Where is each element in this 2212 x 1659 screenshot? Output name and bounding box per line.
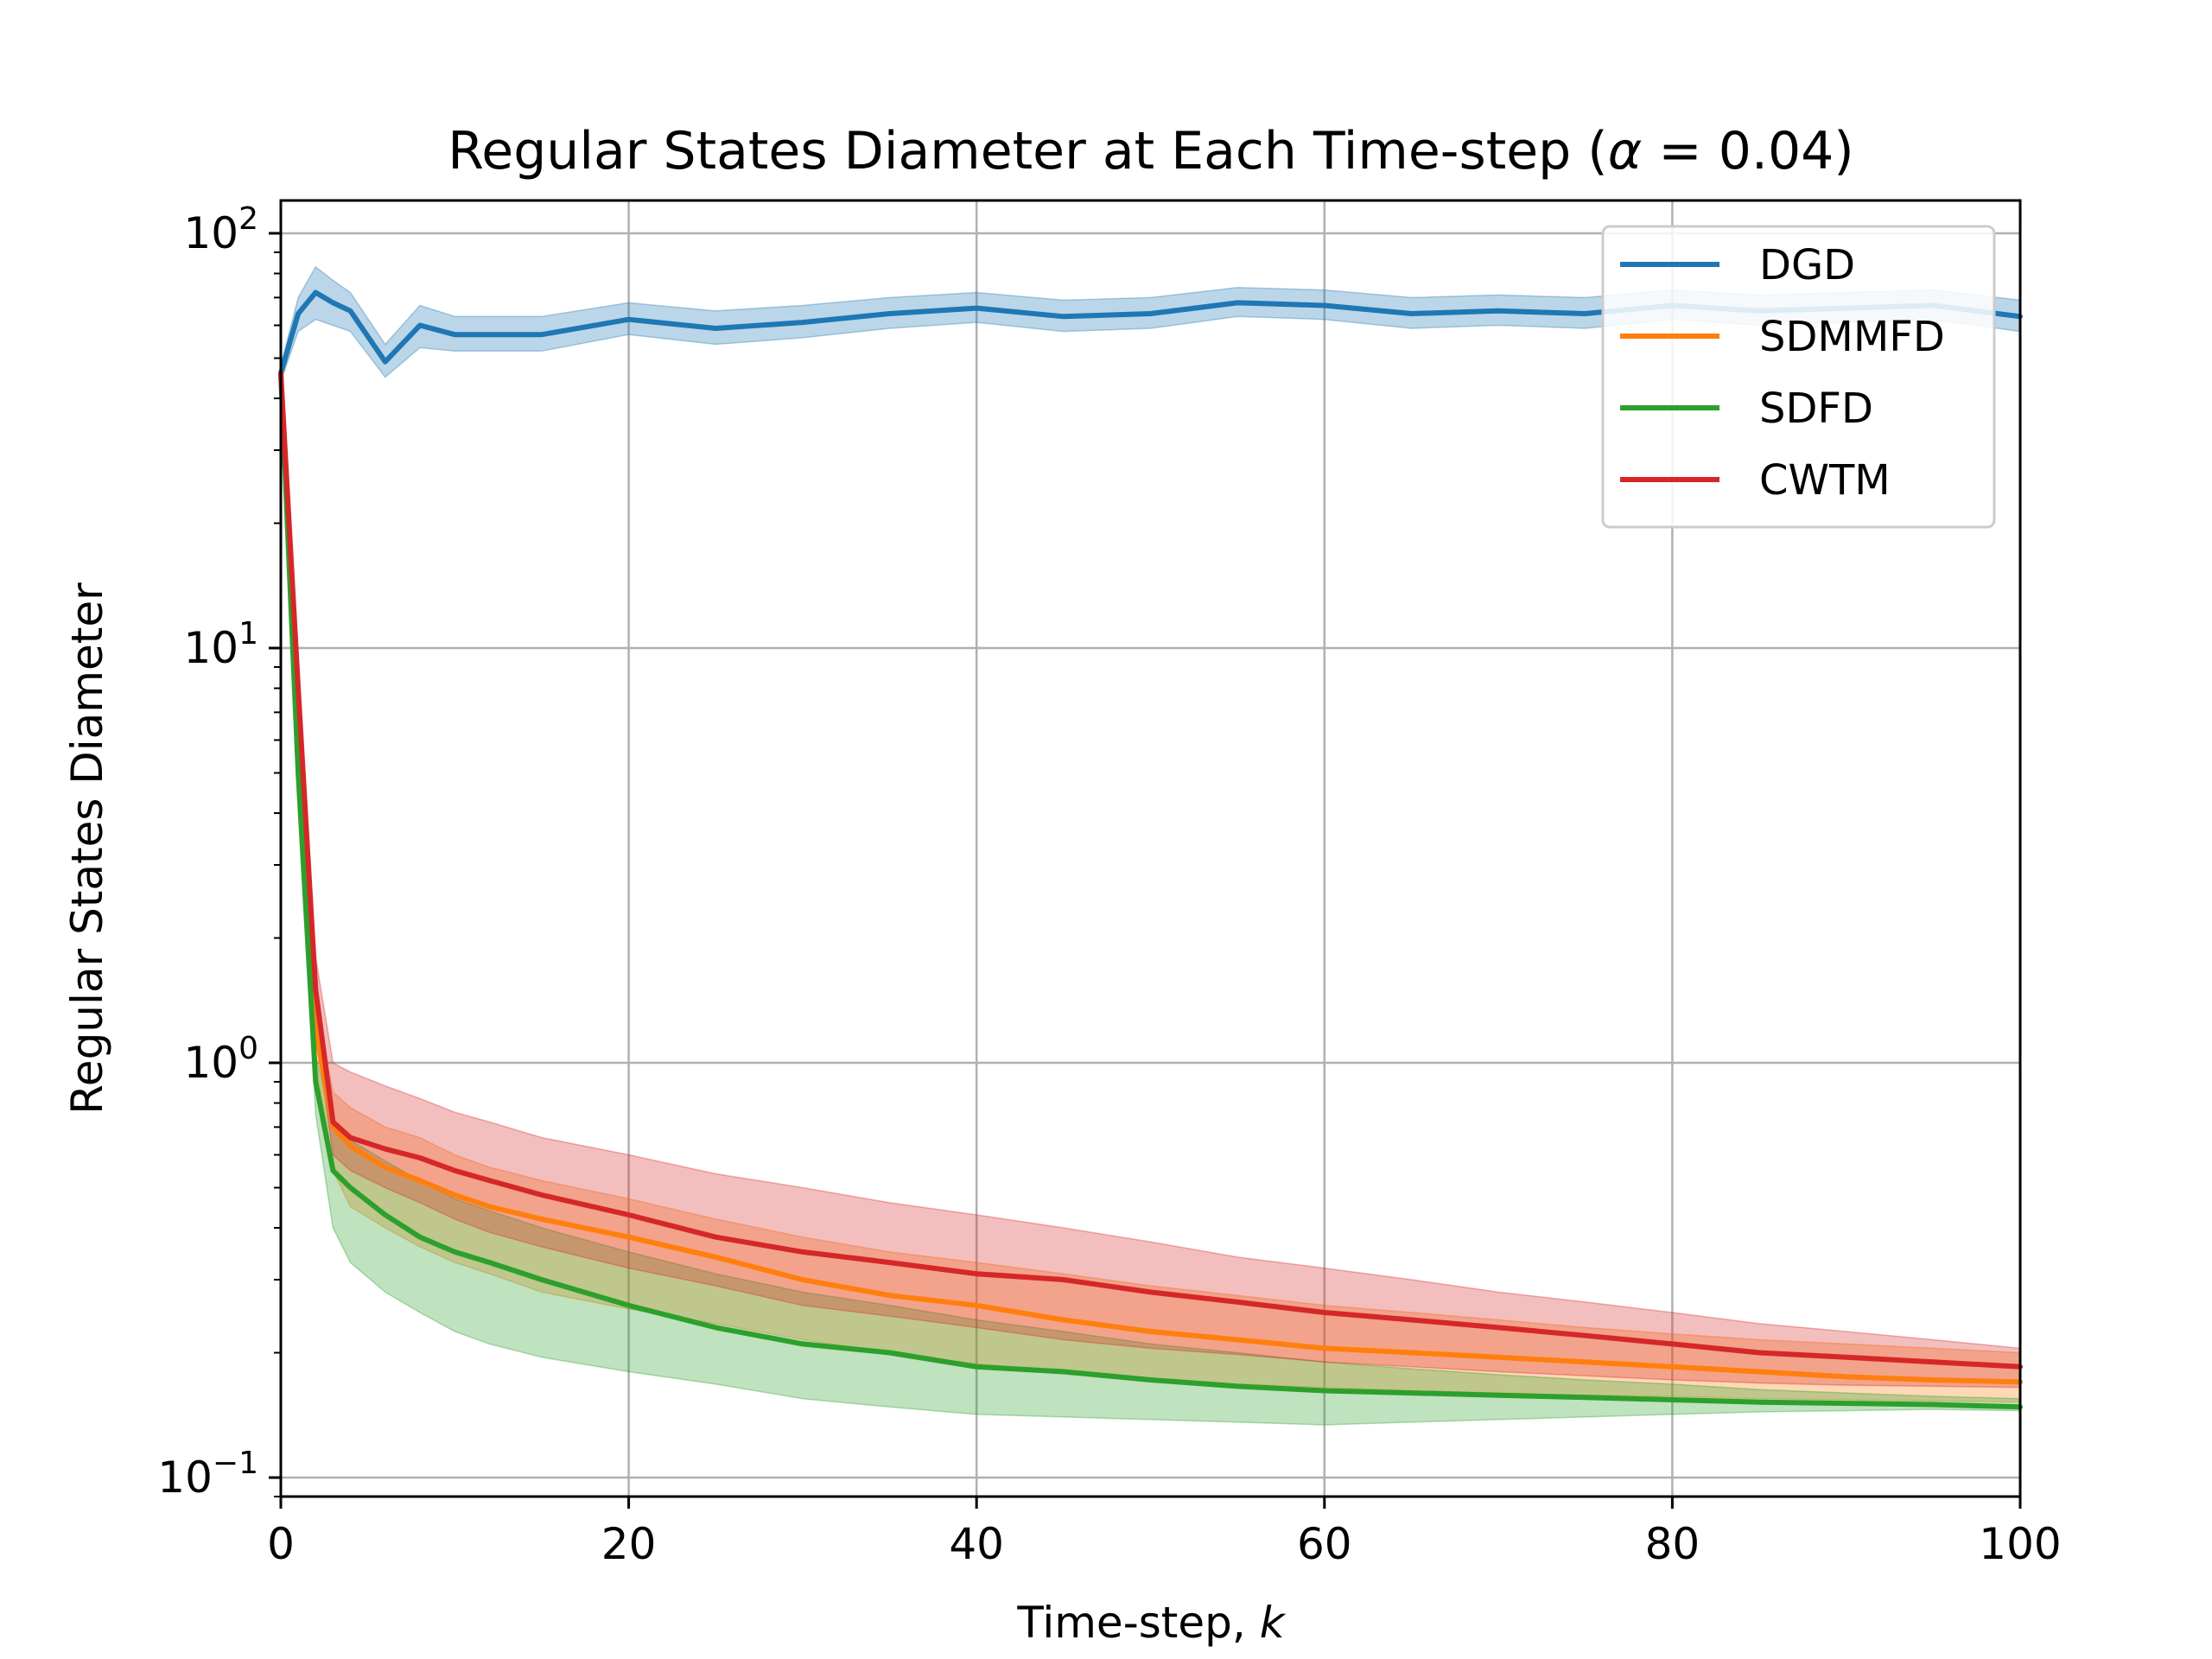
x-tick-label: 80 — [1645, 1519, 1700, 1569]
y-axis-label: Regular States Diameter — [62, 582, 112, 1115]
legend-label-sdmmfd: SDMMFD — [1759, 313, 1945, 361]
legend-label-cwtm: CWTM — [1759, 456, 1891, 505]
y-tick-label: 100 — [183, 1031, 258, 1088]
x-tick-label: 100 — [1979, 1519, 2061, 1569]
legend: DGD SDMMFD SDFD CWTM — [1601, 225, 1996, 529]
y-axis-ticks: 102 101 100 10−1 — [157, 201, 281, 1503]
legend-label-sdfd: SDFD — [1759, 385, 1873, 433]
series-line-cwtm — [278, 370, 2023, 1370]
y-tick-label: 102 — [183, 201, 258, 258]
series-lines — [278, 289, 2023, 1410]
y-tick-label: 10−1 — [157, 1446, 258, 1503]
legend-label-dgd: DGD — [1759, 241, 1855, 289]
plot-area-frame — [279, 199, 2022, 1498]
x-axis-ticks: 0 20 40 60 80 100 — [267, 1497, 2062, 1569]
x-axis-label: Time-step, k — [1016, 1598, 1286, 1648]
x-tick-label: 40 — [949, 1519, 1004, 1569]
legend-box — [1601, 225, 1996, 529]
x-tick-label: 0 — [267, 1519, 295, 1569]
chart-title: Regular States Diameter at Each Time-ste… — [448, 121, 1853, 181]
y-tick-label: 101 — [183, 616, 258, 673]
x-tick-label: 60 — [1297, 1519, 1352, 1569]
series-line-sdfd — [278, 370, 2023, 1410]
x-tick-label: 20 — [601, 1519, 657, 1569]
series-line-sdmmfd — [278, 370, 2023, 1385]
